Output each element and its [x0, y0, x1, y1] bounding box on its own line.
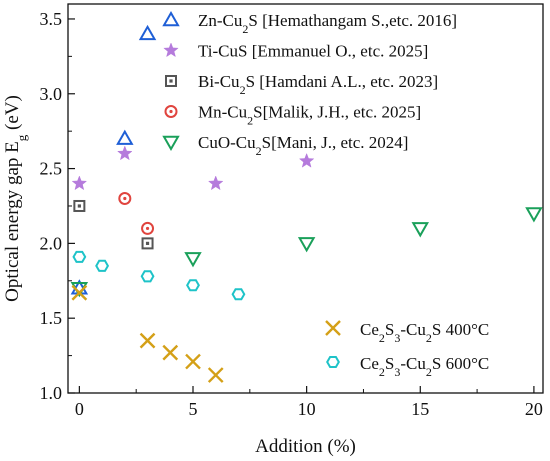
- legend-item: Ce2S3-Cu2S 400°C: [325, 320, 489, 345]
- x-tick-label: 0: [75, 399, 84, 419]
- legend-marker: [325, 320, 341, 336]
- legend-item: Zn-Cu2S [Hemathangam S.,etc. 2016]: [162, 10, 457, 36]
- circle-dot: [169, 109, 173, 114]
- square-outline: [73, 199, 86, 212]
- legend-marker: [326, 355, 340, 369]
- data-point: [141, 221, 155, 235]
- circle-dot: [123, 196, 127, 201]
- legend-marker: [162, 135, 180, 152]
- data-point: [231, 288, 246, 301]
- y-tick-label: 3.0: [40, 84, 63, 104]
- y-tick-label: 3.5: [40, 9, 63, 29]
- series-3: [118, 192, 155, 235]
- legend-item: Bi-Cu2S [Hamdani A.L., etc. 2023]: [165, 72, 438, 97]
- axis-ticks: 0 5 10 15 20 1.0 1.5 2.0 2.5 3.0 3.5: [40, 9, 543, 419]
- legend-label: Ce2S3-Cu2S 400°C: [360, 320, 489, 345]
- square-outline: [141, 237, 154, 250]
- legend-marker: [164, 105, 178, 118]
- legend-item: CuO-Cu2S[Mani, J., etc. 2024]: [162, 133, 408, 158]
- data-points: [70, 24, 543, 383]
- legend-marker: [163, 42, 179, 58]
- square-dot: [77, 204, 81, 208]
- circle-outline: [141, 221, 155, 235]
- legend-marker: [162, 10, 180, 27]
- data-point: [141, 237, 154, 250]
- data-point: [71, 175, 88, 191]
- legend-label: Zn-Cu2S [Hemathangam S.,etc. 2016]: [198, 11, 457, 36]
- data-point: [116, 129, 134, 145]
- data-point: [411, 222, 429, 238]
- data-point: [72, 250, 87, 263]
- series-4: [70, 207, 543, 298]
- plot-border: [67, 3, 544, 394]
- legend: Zn-Cu2S [Hemathangam S.,etc. 2016] Ti-CuS…: [162, 10, 489, 379]
- series-6: [72, 250, 246, 301]
- series-2: [73, 199, 154, 250]
- x-tick-label: 10: [298, 399, 316, 419]
- circle-outline: [164, 105, 178, 118]
- data-point: [207, 367, 224, 383]
- legend-label: Ti-CuS [Emmanuel O., etc. 2025]: [198, 42, 428, 61]
- data-point: [71, 284, 88, 301]
- legend-item: Mn-Cu2S[Malik, J.H., etc. 2025]: [164, 103, 421, 128]
- y-tick-label: 1.5: [40, 308, 63, 328]
- legend-label: Mn-Cu2S[Malik, J.H., etc. 2025]: [198, 103, 421, 128]
- data-point: [525, 207, 543, 223]
- legend-item: Ti-CuS [Emmanuel O., etc. 2025]: [163, 42, 428, 61]
- data-point: [185, 353, 201, 370]
- data-point: [139, 332, 156, 349]
- legend-item: Ce2S3-Cu2S 600°C: [326, 354, 489, 379]
- circle-outline: [118, 192, 132, 205]
- legend-marker: [165, 75, 177, 87]
- circle-dot: [145, 226, 150, 231]
- legend-label: CuO-Cu2S[Mani, J., etc. 2024]: [198, 133, 408, 158]
- data-point: [140, 270, 155, 283]
- series-1: [71, 145, 315, 191]
- legend-label: Ce2S3-Cu2S 600°C: [360, 354, 489, 379]
- data-point: [73, 199, 86, 212]
- data-point: [186, 279, 200, 292]
- y-tick-label: 1.0: [40, 383, 63, 403]
- x-tick-label: 5: [189, 399, 198, 419]
- x-tick-label: 15: [411, 399, 429, 419]
- legend-label: Bi-Cu2S [Hamdani A.L., etc. 2023]: [198, 72, 438, 97]
- series-5: [71, 284, 224, 383]
- data-point: [184, 252, 202, 268]
- x-tick-label: 20: [525, 399, 543, 419]
- data-point: [297, 237, 316, 253]
- square-dot: [169, 79, 173, 83]
- data-point: [118, 192, 132, 205]
- y-tick-label: 2.0: [40, 233, 63, 253]
- data-point: [138, 24, 157, 41]
- square-outline: [165, 75, 177, 87]
- data-point: [162, 344, 179, 361]
- square-dot: [145, 241, 150, 245]
- y-tick-label: 2.5: [40, 159, 63, 179]
- data-point: [117, 145, 133, 161]
- y-axis-title: Optical energy gap Eg (eV): [2, 95, 29, 302]
- data-point: [95, 259, 110, 272]
- plot-frame: [67, 3, 544, 394]
- x-axis-title: Addition (%): [255, 436, 356, 457]
- series-0: [70, 24, 157, 295]
- data-point: [207, 175, 224, 191]
- data-point: [298, 152, 315, 168]
